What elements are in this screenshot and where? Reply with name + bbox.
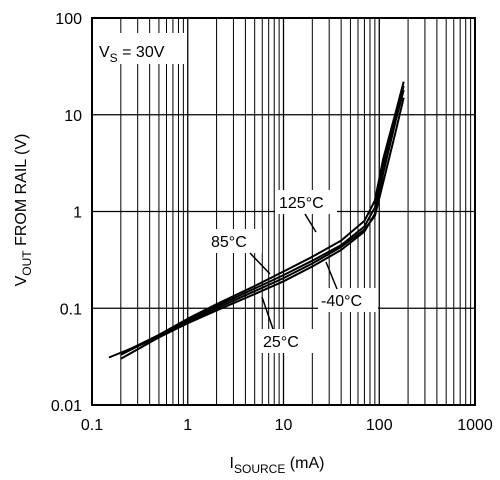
series-line--40°C <box>120 97 405 360</box>
y-tick-label: 10 <box>64 108 82 125</box>
y-tick-label: 1 <box>73 205 82 222</box>
annotation-25c-box <box>260 329 314 353</box>
plot-frame <box>91 17 476 406</box>
series-line-125°C <box>120 81 405 355</box>
condition-label: VS = 30V <box>99 44 165 65</box>
y-tick-label: 0.1 <box>60 301 82 318</box>
annotation-neg40c-leader <box>325 261 338 290</box>
condition-box <box>94 33 186 64</box>
annotation-25c-leader <box>261 296 274 330</box>
x-tick-label: 1000 <box>457 417 493 434</box>
annotation-85c: 85°C <box>211 234 247 251</box>
x-tick-label: 1 <box>183 417 192 434</box>
annotation-neg40c-box <box>318 288 378 312</box>
annotation-85c-box <box>208 229 262 253</box>
x-tick-label: 10 <box>275 417 293 434</box>
y-tick-label: 0.01 <box>51 398 82 415</box>
tick-labels: 0.1 1 10 100 1000 0.01 0.1 1 10 100 <box>51 11 493 434</box>
y-axis-label: VOUT FROM RAIL (V) <box>13 134 34 287</box>
x-tick-label: 0.1 <box>81 417 103 434</box>
annotation-125c: 125°C <box>279 195 324 212</box>
series-line-85°C <box>120 85 405 356</box>
annotation-125c-box <box>275 190 337 214</box>
annotation-25c: 25°C <box>263 334 299 351</box>
y-tick-label: 100 <box>55 11 82 28</box>
annotation-neg40c: -40°C <box>321 293 362 310</box>
x-axis-label: ISOURCE (mA) <box>230 455 325 476</box>
annotation-85c-leader <box>249 252 271 275</box>
series-lines <box>108 81 405 360</box>
x-tick-label: 100 <box>366 417 393 434</box>
annotation-125c-leader <box>304 213 317 233</box>
